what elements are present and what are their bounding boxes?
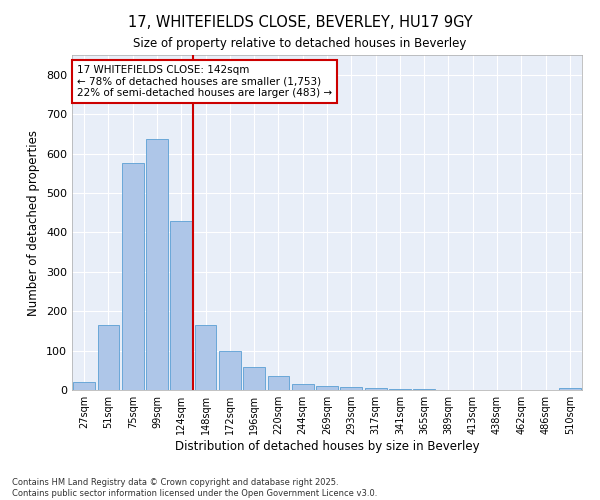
Bar (389, 389, 411, 390)
Bar (122, 164, 143, 390)
Bar (243, 367, 265, 390)
Y-axis label: Number of detached properties: Number of detached properties (28, 130, 40, 316)
Bar (340, 387, 362, 390)
Bar (97, 325, 119, 390)
Bar (73, 382, 95, 390)
Bar (268, 376, 289, 390)
Bar (559, 388, 581, 390)
Bar (292, 384, 314, 390)
Bar (146, 138, 168, 390)
Bar (194, 325, 217, 390)
Text: Size of property relative to detached houses in Beverley: Size of property relative to detached ho… (133, 38, 467, 51)
Text: 17, WHITEFIELDS CLOSE, BEVERLEY, HU17 9GY: 17, WHITEFIELDS CLOSE, BEVERLEY, HU17 9G… (128, 15, 472, 30)
Bar (413, 389, 435, 390)
Bar (170, 220, 192, 390)
Bar (219, 350, 241, 390)
Bar (365, 388, 386, 390)
Bar (316, 386, 338, 390)
X-axis label: Distribution of detached houses by size in Beverley: Distribution of detached houses by size … (175, 440, 479, 453)
Text: Contains HM Land Registry data © Crown copyright and database right 2025.
Contai: Contains HM Land Registry data © Crown c… (12, 478, 377, 498)
Text: 17 WHITEFIELDS CLOSE: 142sqm
← 78% of detached houses are smaller (1,753)
22% of: 17 WHITEFIELDS CLOSE: 142sqm ← 78% of de… (77, 65, 332, 98)
